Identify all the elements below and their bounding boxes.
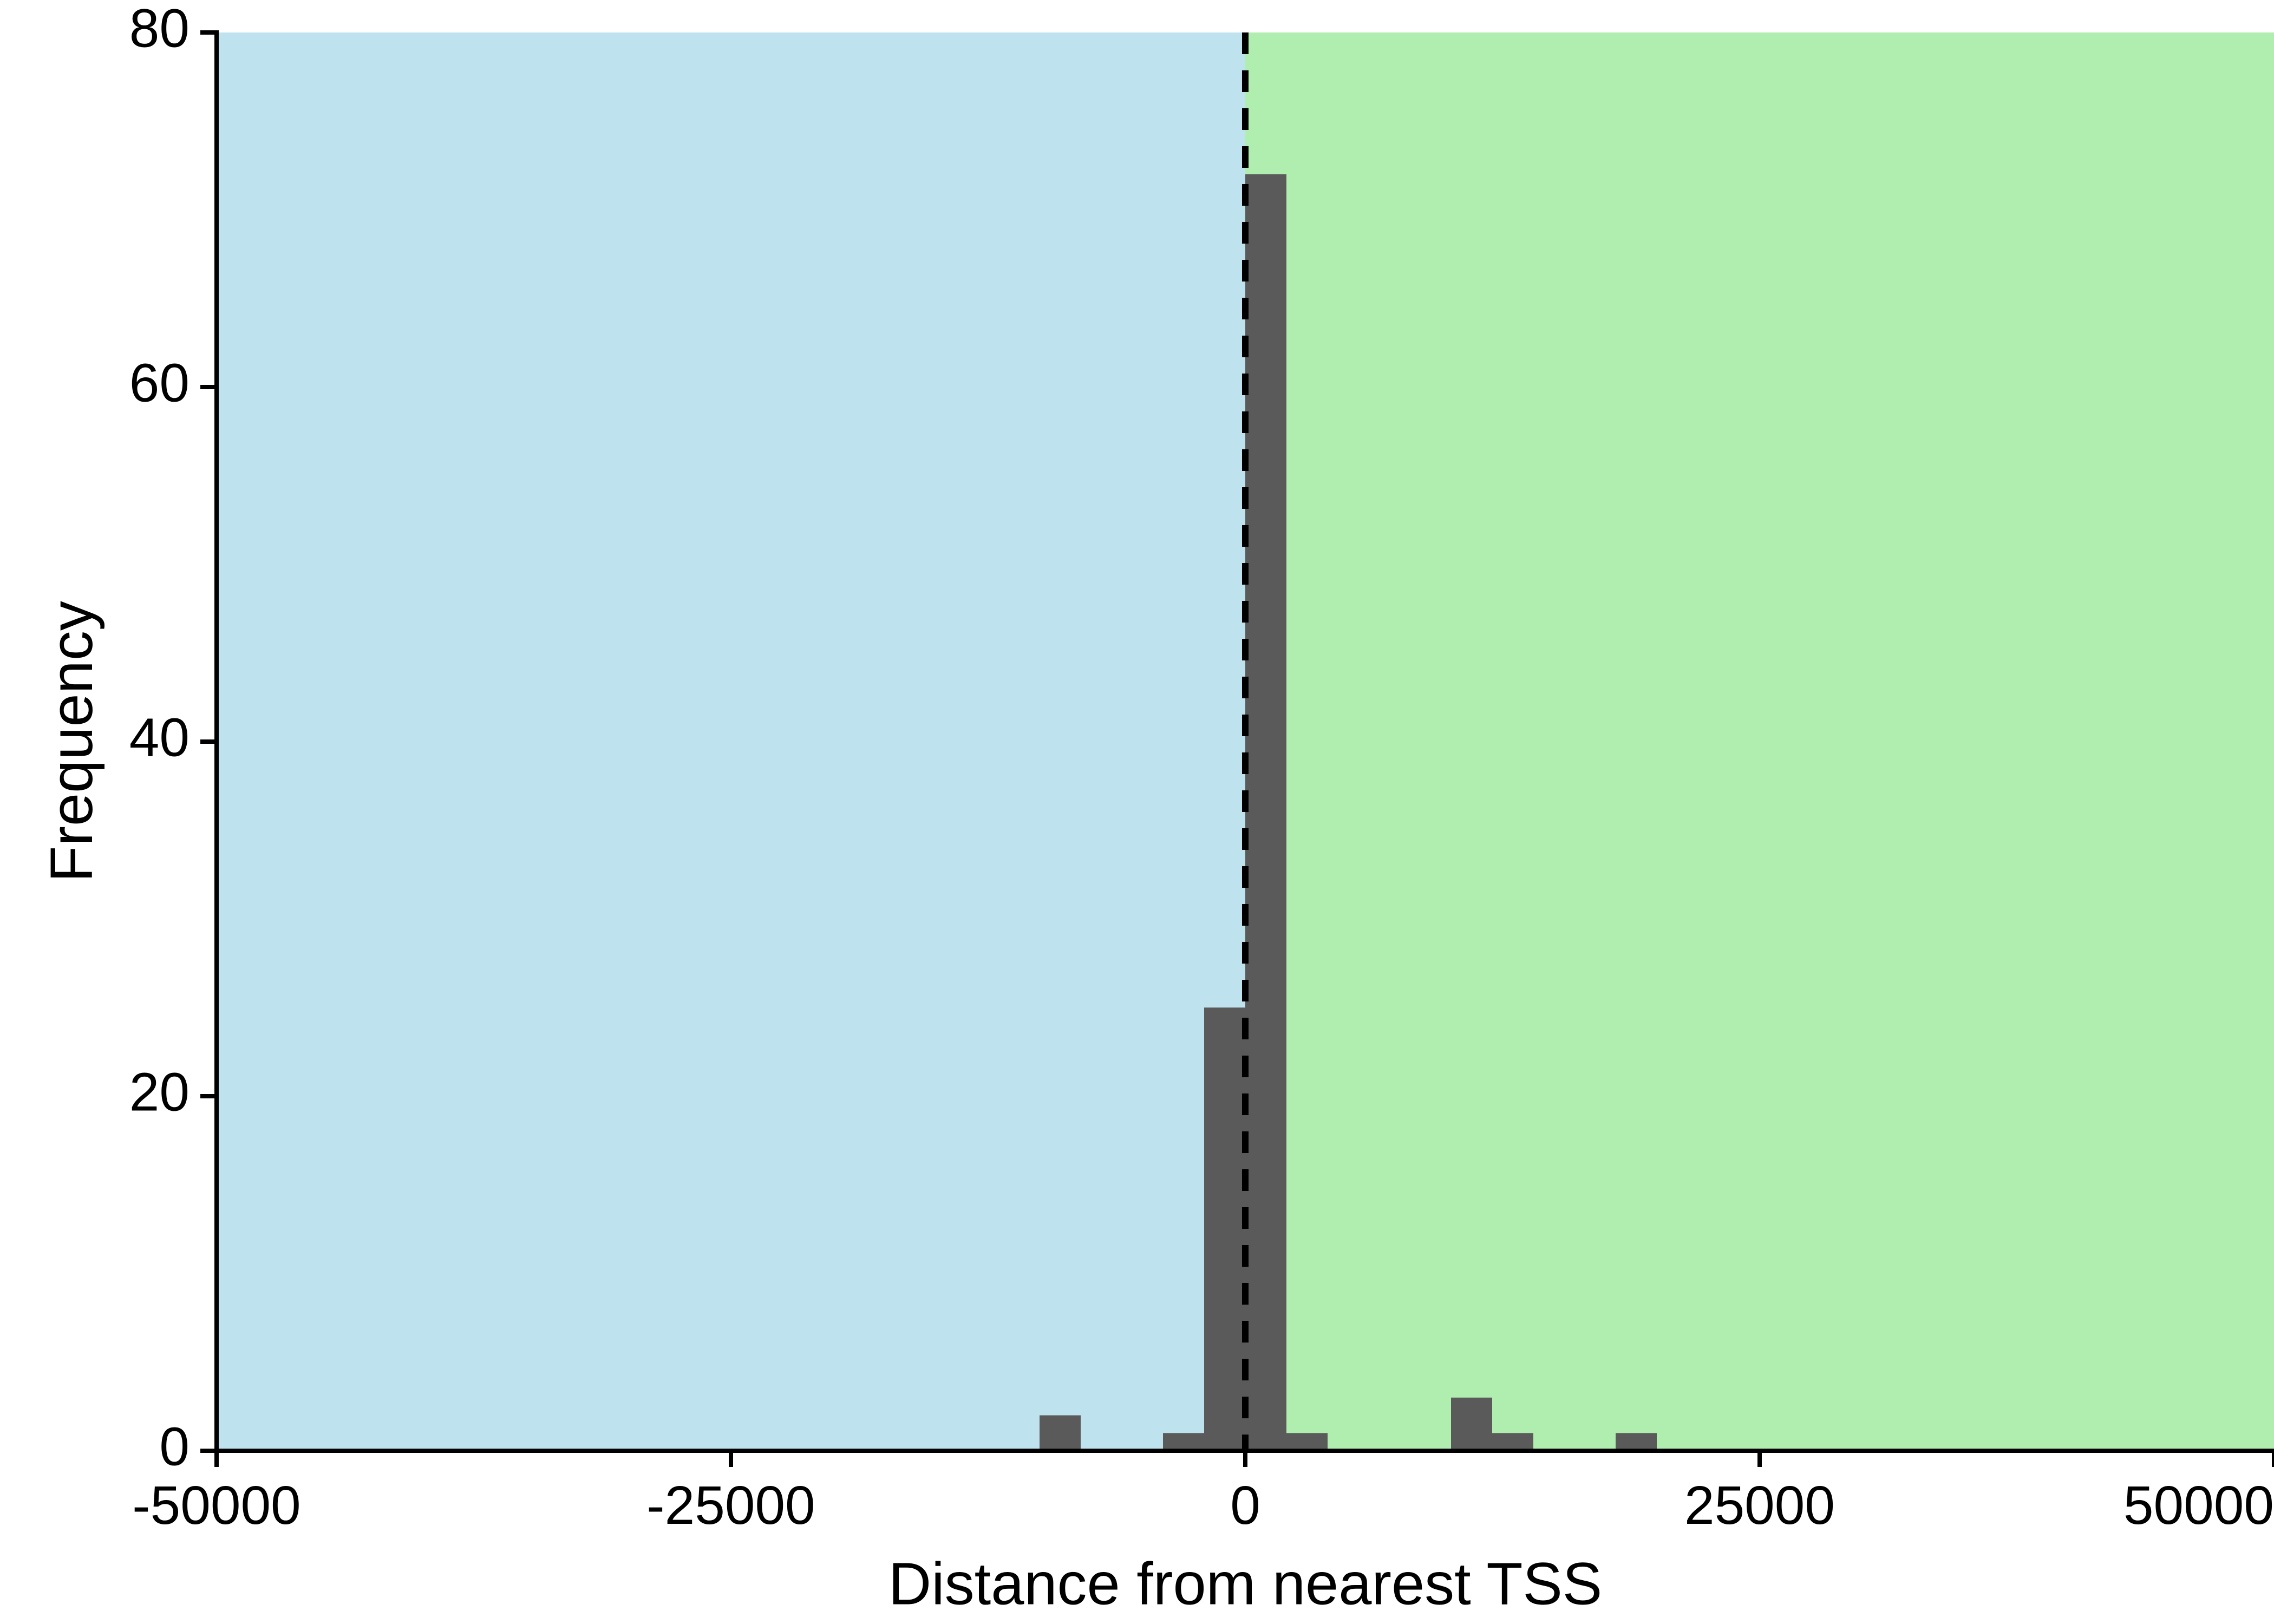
histogram-chart: -50000 -25000 0 25000 50000 0 20 40 60 80 Distance… [0, 0, 2274, 1624]
x-tick-label: 25000 [1684, 1475, 1835, 1536]
x-axis-label: Distance from nearest TSS [888, 1551, 1603, 1618]
x-tick-label: -25000 [646, 1475, 815, 1536]
histogram-bar [1204, 1007, 1245, 1451]
histogram-bar [1163, 1433, 1204, 1451]
y-tick-label: 80 [129, 0, 190, 58]
y-tick-label: 20 [129, 1062, 190, 1122]
histogram-bar [1040, 1416, 1081, 1451]
histogram-bar [1245, 174, 1286, 1451]
x-tick-label: -50000 [132, 1475, 300, 1536]
histogram-bar [1451, 1398, 1492, 1451]
bg-region [1245, 32, 2274, 1451]
x-tick-label: 50000 [2123, 1475, 2274, 1536]
x-tick-label: 0 [1230, 1475, 1260, 1536]
histogram-bar [1286, 1433, 1328, 1451]
y-tick-label: 0 [159, 1416, 190, 1477]
chart-svg: -50000 -25000 0 25000 50000 0 20 40 60 80 Distance… [0, 0, 2274, 1624]
y-tick-label: 40 [129, 707, 190, 768]
y-tick-label: 60 [129, 352, 190, 413]
histogram-bar [1616, 1433, 1657, 1451]
bg-region [217, 32, 1245, 1451]
y-axis-label: Frequency [38, 601, 105, 882]
histogram-bar [1492, 1433, 1533, 1451]
